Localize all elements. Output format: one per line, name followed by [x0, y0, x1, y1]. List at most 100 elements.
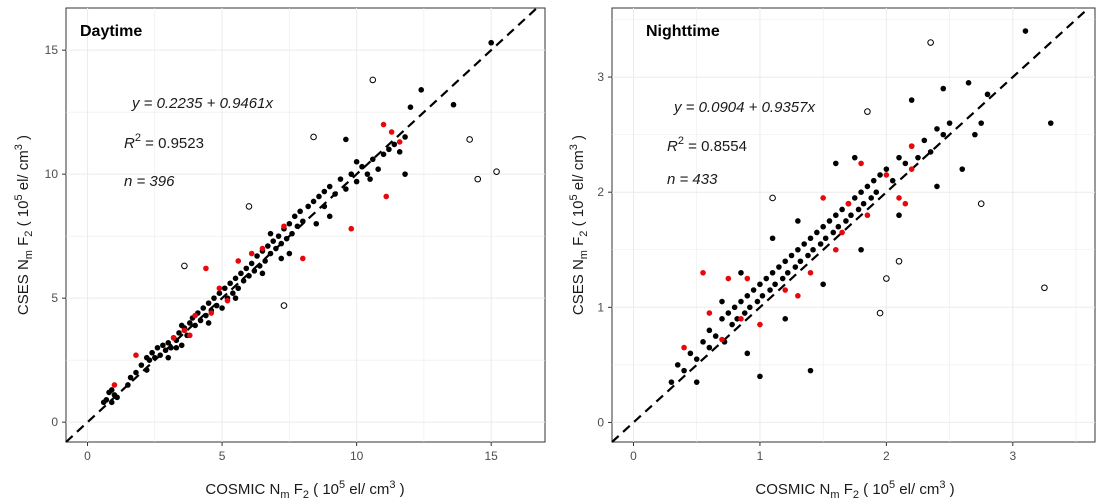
x-title-sup-3: 3 [389, 479, 395, 491]
black-data-point [835, 223, 842, 230]
black-data-point [693, 356, 700, 362]
black-data-point [108, 387, 115, 393]
black-data-point [353, 158, 360, 165]
x-title-close: ) [945, 481, 954, 498]
red-data-point [383, 193, 390, 200]
x-axis-title: COSMIC Nm F2 ( 105 el/ cm3 ) [755, 479, 954, 501]
black-data-point [817, 241, 824, 247]
black-data-point [321, 203, 328, 210]
black-data-point [369, 156, 376, 163]
black-data-point [820, 223, 826, 230]
red-data-point [388, 129, 395, 135]
x-tick-label: 2 [883, 449, 890, 463]
black-data-point [848, 212, 854, 219]
black-data-point [143, 354, 150, 361]
black-data-point [270, 238, 277, 244]
black-data-point [168, 344, 174, 351]
black-data-point [858, 189, 864, 195]
black-data-point [278, 240, 285, 247]
red-data-point [181, 327, 188, 334]
open-data-point [883, 275, 890, 282]
y-tick-label: 0 [51, 415, 58, 429]
r2-superscript: 2 [135, 132, 141, 144]
red-data-point [681, 344, 687, 351]
black-data-point [978, 120, 985, 126]
black-data-point [133, 369, 139, 376]
open-data-point [876, 309, 884, 317]
black-data-point [810, 246, 816, 253]
black-data-point [896, 154, 902, 161]
black-data-point [795, 218, 801, 224]
black-data-point [779, 275, 786, 282]
black-data-point [243, 265, 250, 272]
black-data-point [273, 245, 279, 252]
scatter-points [668, 28, 1054, 385]
black-data-point [927, 149, 934, 155]
black-data-point [839, 206, 845, 213]
y-tick-label: 10 [45, 167, 59, 181]
black-data-point [391, 141, 398, 148]
x-title-sub-2: 2 [303, 489, 309, 501]
y-title-open: ( 10 [15, 201, 32, 231]
black-data-point [364, 171, 371, 177]
x-title-sup-3: 3 [939, 479, 945, 491]
x-title-unit: el/ cm [345, 481, 389, 498]
regression-equation: y = 0.0904 + 0.9357x [673, 99, 815, 116]
black-data-point [173, 344, 180, 351]
black-data-point [165, 354, 172, 361]
black-data-point [256, 263, 263, 269]
open-data-point [864, 108, 871, 115]
y-title-sup-3: 3 [13, 144, 25, 150]
red-data-point [738, 316, 744, 322]
black-data-point [826, 218, 833, 224]
y-tick-label: 0 [597, 415, 604, 429]
black-data-point [375, 166, 381, 172]
black-data-point [822, 235, 829, 242]
open-data-point [474, 175, 482, 183]
y-title-sub-2: 2 [578, 231, 590, 237]
x-title-sub-m: m [280, 489, 289, 501]
x-title-unit: el/ cm [895, 481, 939, 498]
reference-line [611, 7, 1090, 443]
black-data-point [192, 322, 198, 329]
black-data-point [772, 281, 778, 288]
black-data-point [450, 101, 457, 108]
black-data-point [693, 379, 700, 385]
black-data-point [750, 287, 757, 293]
black-data-point [326, 213, 333, 220]
black-data-point [738, 269, 744, 276]
black-data-point [278, 255, 285, 262]
black-data-point [934, 183, 940, 190]
black-data-point [267, 230, 274, 237]
y-title-close: ) [570, 135, 587, 144]
black-data-point [820, 281, 826, 288]
black-data-point [805, 252, 811, 259]
black-data-point [343, 186, 349, 192]
black-data-point [283, 235, 290, 242]
y-title-f: F [570, 237, 587, 250]
black-data-point [782, 258, 789, 265]
black-data-point [232, 295, 239, 301]
black-data-point [706, 344, 713, 351]
black-data-point [719, 298, 725, 305]
y-tick-label: 3 [597, 70, 604, 84]
black-data-point [896, 212, 902, 219]
black-data-point [851, 195, 858, 201]
y-title-main: CSES N [570, 259, 587, 315]
black-data-point [687, 350, 694, 357]
black-data-point [769, 235, 776, 242]
black-data-point [162, 347, 169, 354]
black-data-point [1047, 120, 1054, 126]
y-title-open: ( 10 [570, 201, 587, 231]
r2-superscript: 2 [678, 135, 684, 147]
black-data-point [782, 316, 789, 322]
x-tick-label: 5 [219, 449, 226, 463]
grid-lines [612, 8, 1095, 442]
black-data-point [729, 321, 735, 328]
black-data-point [216, 290, 223, 297]
red-data-point [380, 121, 387, 128]
black-data-point [321, 188, 328, 195]
black-data-point [965, 80, 972, 86]
black-data-point [267, 250, 274, 257]
open-data-point [1041, 284, 1048, 292]
